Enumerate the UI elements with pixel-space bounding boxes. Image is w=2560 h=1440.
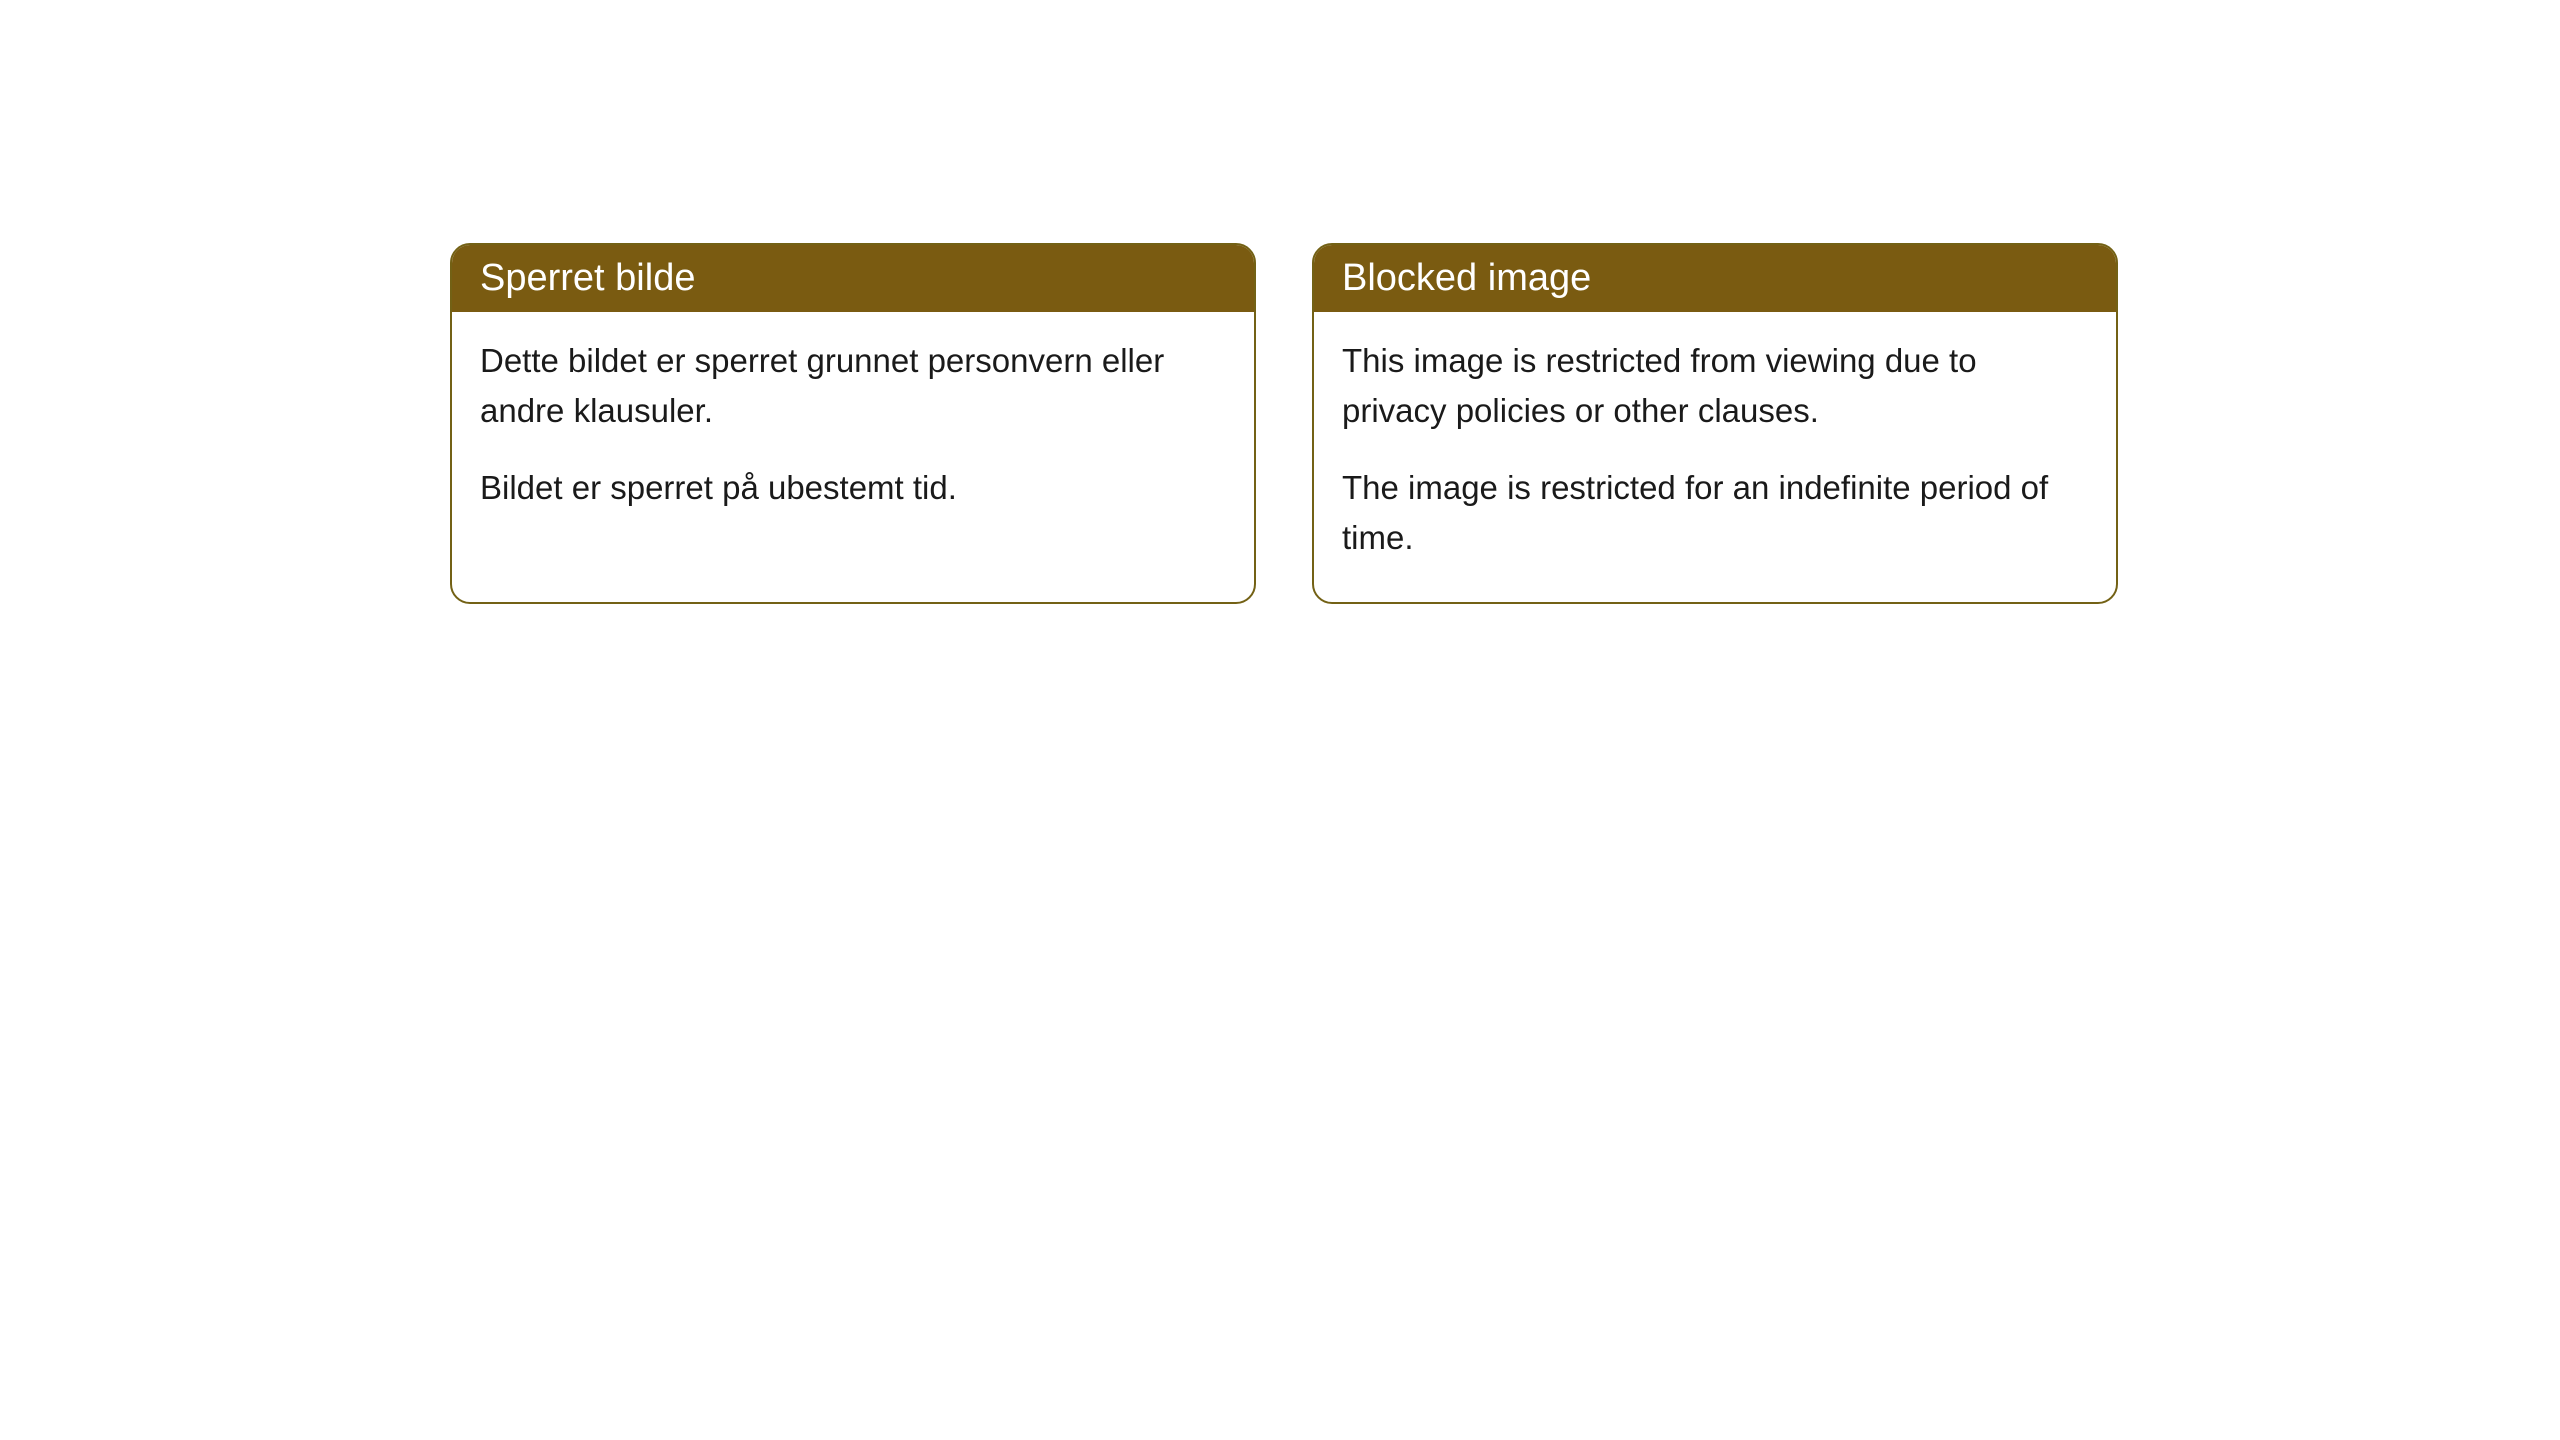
- card-title-english: Blocked image: [1342, 257, 1591, 299]
- card-header-english: Blocked image: [1314, 245, 2116, 312]
- notice-container: Sperret bilde Dette bildet er sperret gr…: [450, 243, 2118, 604]
- card-header-norwegian: Sperret bilde: [452, 245, 1254, 312]
- notice-card-norwegian: Sperret bilde Dette bildet er sperret gr…: [450, 243, 1256, 604]
- card-title-norwegian: Sperret bilde: [480, 257, 695, 299]
- card-paragraph: Bildet er sperret på ubestemt tid.: [480, 463, 1226, 513]
- card-paragraph: Dette bildet er sperret grunnet personve…: [480, 336, 1226, 435]
- card-paragraph: This image is restricted from viewing du…: [1342, 336, 2088, 435]
- notice-card-english: Blocked image This image is restricted f…: [1312, 243, 2118, 604]
- card-paragraph: The image is restricted for an indefinit…: [1342, 463, 2088, 562]
- card-body-norwegian: Dette bildet er sperret grunnet personve…: [452, 312, 1254, 553]
- card-body-english: This image is restricted from viewing du…: [1314, 312, 2116, 602]
